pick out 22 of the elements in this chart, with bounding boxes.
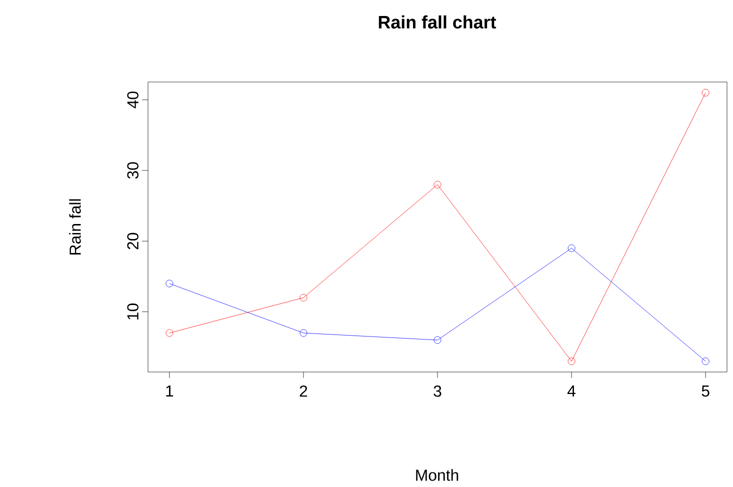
point — [166, 280, 174, 288]
point — [702, 89, 710, 96]
x-tick-label: 2 — [300, 386, 308, 397]
point — [434, 180, 442, 188]
point — [568, 244, 576, 252]
point — [166, 329, 174, 337]
point — [300, 329, 308, 337]
point — [702, 358, 710, 365]
point — [434, 336, 442, 344]
y-tick-label: 20 — [127, 232, 138, 250]
x-tick-label: 4 — [567, 386, 576, 396]
y-tick-label: 30 — [127, 162, 138, 179]
y-tick-label: 10 — [127, 304, 138, 320]
x-axis-title: Month — [416, 469, 458, 481]
x-tick-label: 5 — [702, 386, 710, 397]
x-tick-label: 1 — [166, 386, 174, 396]
y-tick-label: 40 — [127, 92, 138, 108]
chart-title: Rain fall chart — [378, 15, 496, 29]
y-axis-title: Rain fall — [69, 199, 81, 254]
x-tick-label: 3 — [434, 386, 442, 397]
point — [300, 294, 308, 302]
point — [568, 358, 576, 365]
